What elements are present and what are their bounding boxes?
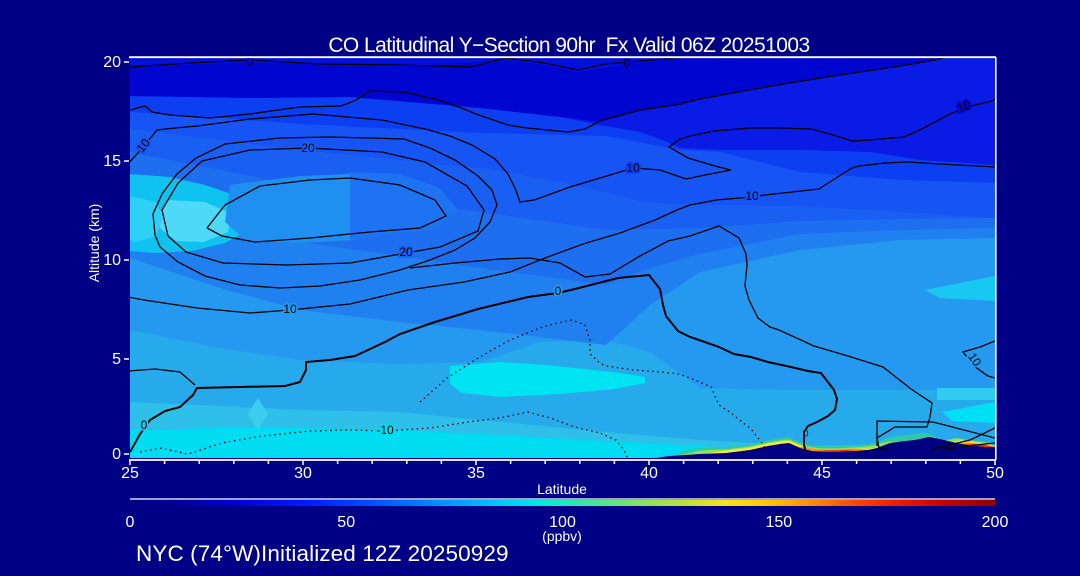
svg-text:150: 150 (765, 514, 792, 531)
svg-text:0: 0 (112, 446, 121, 463)
svg-text:25: 25 (121, 465, 139, 482)
svg-text:0: 0 (247, 55, 254, 69)
svg-text:0: 0 (141, 418, 148, 432)
svg-text:CO Latitudinal Y−Section 90hr: CO Latitudinal Y−Section 90hr Fx Valid 0… (328, 34, 809, 57)
svg-text:30: 30 (294, 465, 312, 482)
svg-text:0: 0 (126, 514, 135, 531)
svg-text:-10: -10 (376, 423, 394, 437)
svg-text:35: 35 (467, 465, 485, 482)
svg-text:0: 0 (803, 428, 808, 438)
svg-text:45: 45 (813, 465, 831, 482)
svg-text:200: 200 (982, 514, 1009, 531)
svg-text:0: 0 (555, 284, 562, 298)
svg-text:20: 20 (301, 141, 315, 155)
svg-text:10: 10 (626, 161, 640, 175)
svg-text:15: 15 (103, 153, 121, 170)
svg-text:100: 100 (549, 514, 576, 531)
svg-text:5: 5 (112, 351, 121, 368)
svg-text:Altitude (km): Altitude (km) (86, 204, 102, 283)
svg-text:10: 10 (103, 252, 121, 269)
svg-text:40: 40 (640, 465, 658, 482)
svg-text:50: 50 (986, 465, 1004, 482)
svg-text:20: 20 (399, 245, 413, 259)
svg-text:0: 0 (624, 56, 631, 70)
svg-text:NYC (74°W)Initialized 12Z 2025: NYC (74°W)Initialized 12Z 20250929 (136, 541, 509, 566)
svg-text:10: 10 (283, 302, 297, 316)
svg-text:Latitude: Latitude (537, 481, 587, 497)
svg-text:(ppbv): (ppbv) (542, 528, 582, 544)
svg-text:50: 50 (337, 514, 355, 531)
svg-text:10: 10 (745, 189, 759, 203)
svg-text:20: 20 (103, 54, 121, 71)
